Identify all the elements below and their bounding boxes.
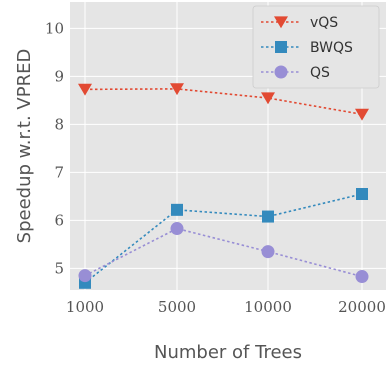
data-point-qs <box>170 222 184 236</box>
y-tick-label: 10 <box>45 19 64 37</box>
y-tick-label: 6 <box>54 211 64 229</box>
x-tick-label: 5000 <box>158 298 196 316</box>
data-point-bwqs <box>356 188 368 200</box>
y-tick-labels: 5 6 7 8 9 10 <box>45 19 64 277</box>
x-tick-label: 1000 <box>66 298 104 316</box>
y-tick-label: 8 <box>54 115 64 133</box>
legend-label-qs: QS <box>310 65 330 81</box>
data-point-bwqs <box>262 210 274 223</box>
series-vqs <box>78 83 369 121</box>
data-point-vqs <box>261 92 275 105</box>
x-axis-label: Number of Trees <box>154 342 302 363</box>
legend-marker-bwqs <box>275 41 287 53</box>
data-point-vqs <box>78 83 92 96</box>
x-tick-labels: 1000 5000 10000 20000 <box>66 298 386 316</box>
series-bwqs <box>79 188 368 289</box>
series-line-vqs <box>84 88 363 116</box>
series-qs <box>78 222 369 284</box>
legend-marker-qs <box>274 65 288 79</box>
legend-marker-vqs <box>274 16 288 29</box>
data-point-vqs <box>170 83 184 96</box>
data-point-bwqs <box>171 203 183 216</box>
series-layer <box>78 83 369 289</box>
y-tick-label: 5 <box>54 259 64 277</box>
data-point-qs <box>261 245 275 259</box>
series-line-bwqs <box>84 193 363 284</box>
series-line-qs <box>84 227 363 278</box>
y-tick-label: 9 <box>54 67 64 85</box>
data-point-qs <box>355 270 369 284</box>
legend-label-bwqs: BWQS <box>310 40 353 56</box>
data-point-qs <box>78 269 92 283</box>
x-tick-label: 10000 <box>244 298 292 316</box>
legend-label-vqs: vQS <box>310 15 338 31</box>
legend: vQS BWQS QS <box>252 5 380 89</box>
data-point-vqs <box>355 108 369 121</box>
y-axis-label: Speedup w.r.t. VPRED <box>14 49 35 244</box>
x-tick-label: 20000 <box>338 298 386 316</box>
y-tick-label: 7 <box>54 163 64 181</box>
